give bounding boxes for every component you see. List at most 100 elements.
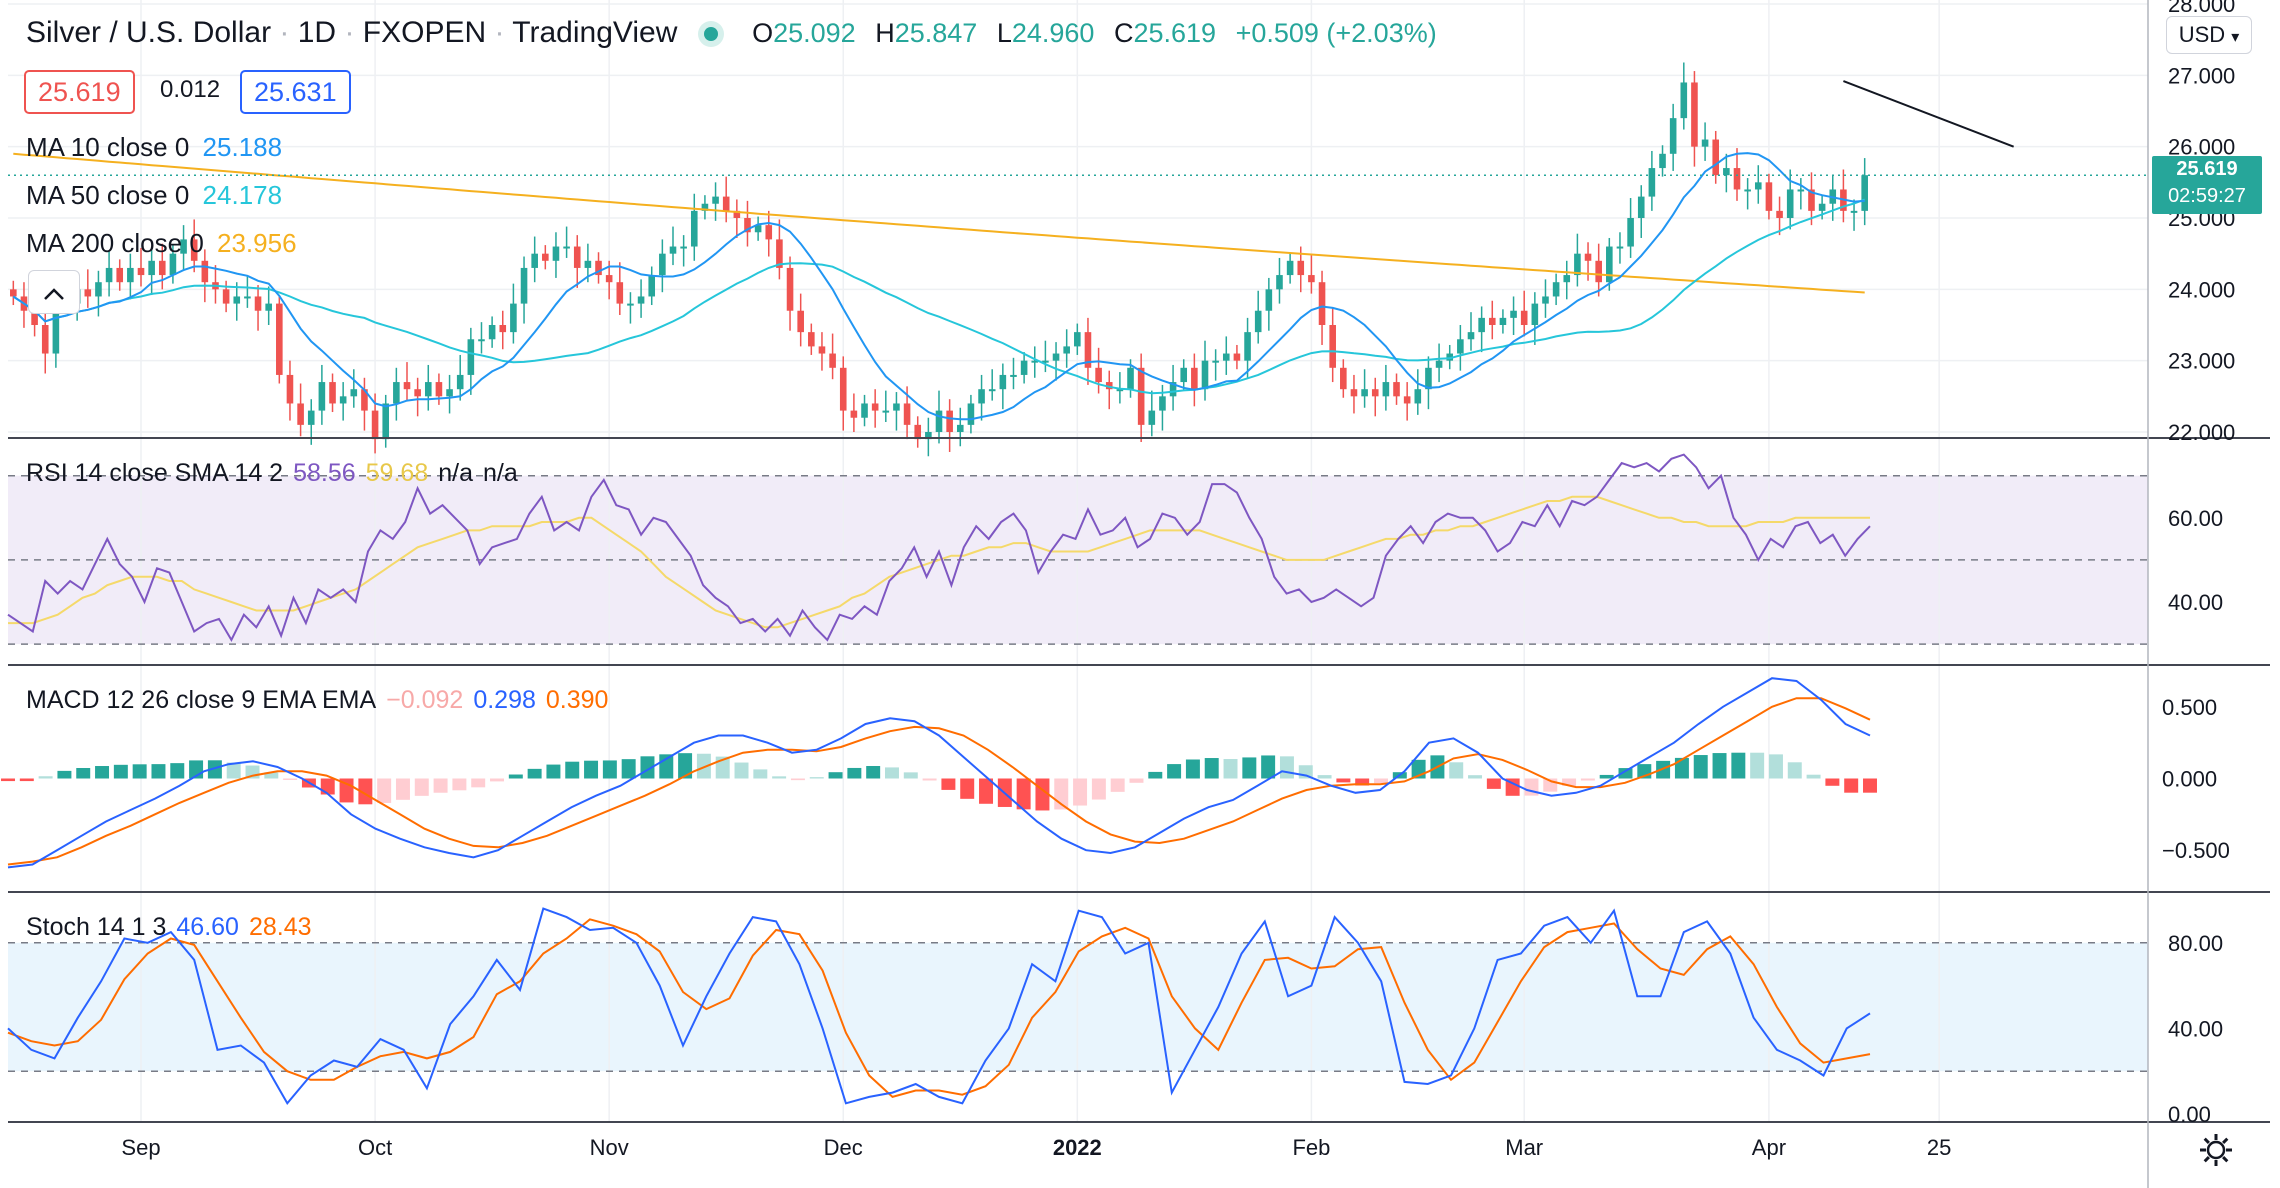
candle-body <box>84 289 92 297</box>
candle-body <box>1531 303 1539 325</box>
ma200-line <box>13 152 1865 294</box>
source: TradingView <box>512 16 678 49</box>
candle-body <box>382 403 390 440</box>
macd-line <box>7 677 1871 869</box>
gear-icon[interactable] <box>2196 1130 2236 1170</box>
last-price-value: 25.619 <box>2176 158 2238 180</box>
macd-histogram-bar <box>19 778 34 782</box>
buy-price-button[interactable]: 25.631 <box>240 70 351 114</box>
macd-legend[interactable]: MACD 12 26 close 9 EMA EMA −0.092 0.298 0.3… <box>26 686 609 714</box>
candle-body <box>680 246 687 249</box>
candle-body <box>1542 296 1549 304</box>
close-value: 25.619 <box>1133 18 1217 48</box>
stoch-legend[interactable]: Stoch 14 1 3 46.60 28.43 <box>26 913 312 941</box>
time-tick-label: Mar <box>1505 1135 1543 1160</box>
collapse-legend-button[interactable] <box>28 270 80 314</box>
candle-body <box>1031 360 1039 363</box>
candle-body <box>286 374 294 404</box>
candle-body <box>1244 332 1251 361</box>
time-tick-label: Feb <box>1292 1135 1330 1160</box>
candle-body <box>808 332 815 347</box>
symbol-name[interactable]: Silver / U.S. Dollar <box>26 16 272 49</box>
candle-body <box>1691 82 1698 147</box>
candle-body <box>733 210 741 218</box>
candle-body <box>371 410 379 440</box>
candle-body <box>1776 210 1783 218</box>
candle-body <box>435 382 443 397</box>
candle-body <box>488 325 496 340</box>
macd-histogram-bar <box>151 764 166 779</box>
candle-body <box>1488 317 1496 325</box>
sell-price-button[interactable]: 25.619 <box>24 70 135 114</box>
macd-histogram-bar <box>1242 757 1257 779</box>
candle-body <box>467 339 475 375</box>
candle-body <box>329 382 336 404</box>
macd-histogram-bar <box>207 760 222 779</box>
candle-body <box>1254 310 1262 333</box>
time-tick-label: Dec <box>824 1135 863 1160</box>
candle-body <box>829 353 836 368</box>
time-tick-label: 25 <box>1927 1135 1951 1160</box>
price-tick-label: 22.000 <box>2168 420 2235 445</box>
macd-histogram-bar <box>57 770 72 779</box>
candle-body <box>956 424 964 432</box>
macd-histogram-bar <box>395 778 410 800</box>
candle-body <box>988 389 996 392</box>
candle-body <box>1159 396 1166 411</box>
candle-body <box>456 374 464 390</box>
currency-select[interactable]: USD ▾ <box>2166 16 2252 54</box>
macd-histogram-bar <box>1562 778 1577 786</box>
candle-body <box>190 239 198 261</box>
candle-body <box>1584 253 1592 261</box>
candle-body <box>276 303 283 375</box>
ma50-value: 24.178 <box>202 180 283 210</box>
candle-body <box>158 260 166 276</box>
macd-histogram-bar <box>678 753 693 779</box>
candle-body <box>254 296 262 311</box>
candle-body <box>712 196 719 204</box>
ma50-legend[interactable]: MA 50 close 0 24.178 <box>26 180 283 210</box>
macd-histogram-bar <box>113 764 128 779</box>
symbol-header: Silver / U.S. Dollar · 1D · FXOPEN · Tra… <box>26 16 1449 50</box>
candle-body <box>1180 367 1188 383</box>
macd-histogram-bar <box>1110 778 1125 792</box>
ma10-legend[interactable]: MA 10 close 0 25.188 <box>26 132 283 162</box>
candle-body <box>701 203 709 211</box>
candle-body <box>744 218 751 233</box>
open-value: 25.092 <box>773 18 856 48</box>
candle-body <box>765 225 773 240</box>
macd-histogram-bar <box>38 776 53 779</box>
candle-body <box>722 196 730 211</box>
candle-body <box>307 410 315 425</box>
interval[interactable]: 1D <box>297 16 337 49</box>
chevron-down-icon: ▾ <box>2231 29 2240 46</box>
candle-body <box>1723 168 1730 176</box>
candle-body <box>116 267 124 283</box>
macd-histogram-bar <box>1449 762 1464 779</box>
candle-body <box>616 282 624 304</box>
candle-body <box>31 310 38 325</box>
price-tick-label: 24.000 <box>2168 277 2235 302</box>
candle-body <box>1361 389 1368 397</box>
candle-body <box>1276 275 1283 290</box>
candle-body <box>946 410 953 432</box>
candle-body <box>244 296 251 299</box>
candle-body <box>1169 382 1177 397</box>
macd-histogram-bar <box>1204 758 1219 779</box>
macd-histogram-bar <box>1787 762 1802 779</box>
candle-body <box>786 267 794 311</box>
macd-histogram-bar <box>1148 771 1163 779</box>
candle-body <box>1042 360 1049 363</box>
candle-body <box>350 389 358 397</box>
rsi-legend[interactable]: RSI 14 close SMA 14 2 58.56 59.68 n/a n/a <box>26 459 518 487</box>
macd-tick-label: 0.000 <box>2162 767 2217 792</box>
candle-body <box>818 346 826 354</box>
macd-histogram-bar <box>1712 753 1727 779</box>
time-tick-label: Sep <box>121 1135 160 1160</box>
candle-body <box>1457 339 1464 354</box>
macd-signal-line <box>7 697 1871 866</box>
candle-body <box>265 303 272 311</box>
ma200-legend[interactable]: MA 200 close 0 23.956 <box>26 228 297 258</box>
candle-body <box>1637 196 1645 218</box>
candle-body <box>95 282 102 297</box>
